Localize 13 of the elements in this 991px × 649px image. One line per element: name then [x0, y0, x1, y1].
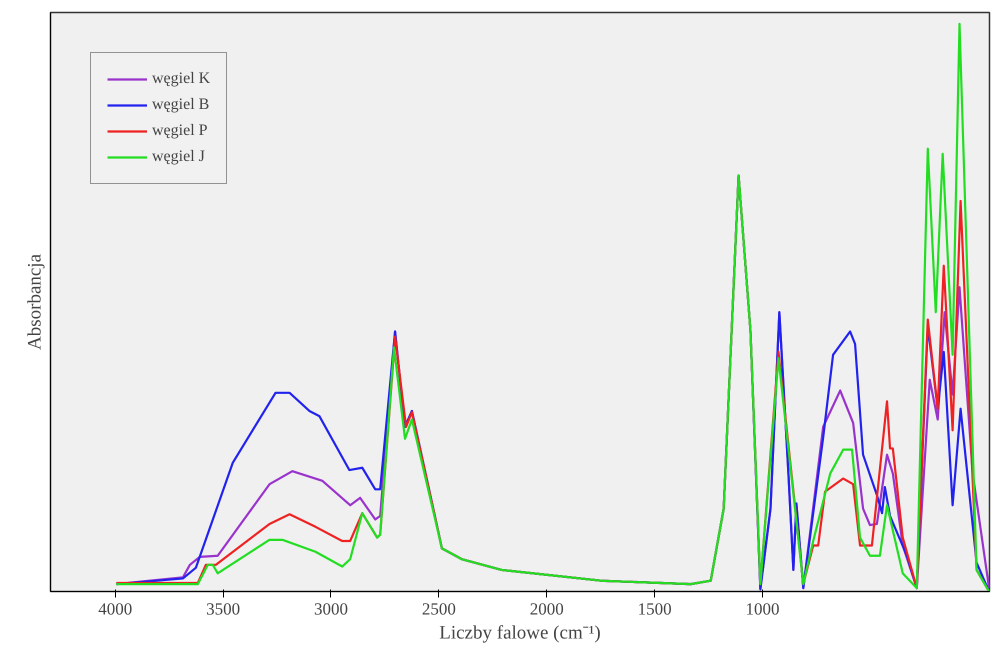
x-tick-label: 2500 [422, 600, 456, 618]
legend-label: węgiel P [152, 122, 208, 140]
legend-label: węgiel B [152, 96, 210, 114]
x-axis-title: Liczby falowe (cm⁻¹) [439, 622, 601, 644]
legend-label: węgiel K [152, 70, 210, 88]
legend-label: węgiel J [152, 148, 205, 166]
x-tick-label: 3000 [314, 600, 348, 618]
x-tick-label: 1000 [746, 600, 780, 618]
x-tick-label: 1500 [638, 600, 672, 618]
y-axis-title: Absorbancja [24, 253, 46, 350]
x-tick-label: 3500 [206, 600, 240, 618]
x-tick-label: 4000 [98, 600, 132, 618]
x-tick-label: 2000 [530, 600, 564, 618]
